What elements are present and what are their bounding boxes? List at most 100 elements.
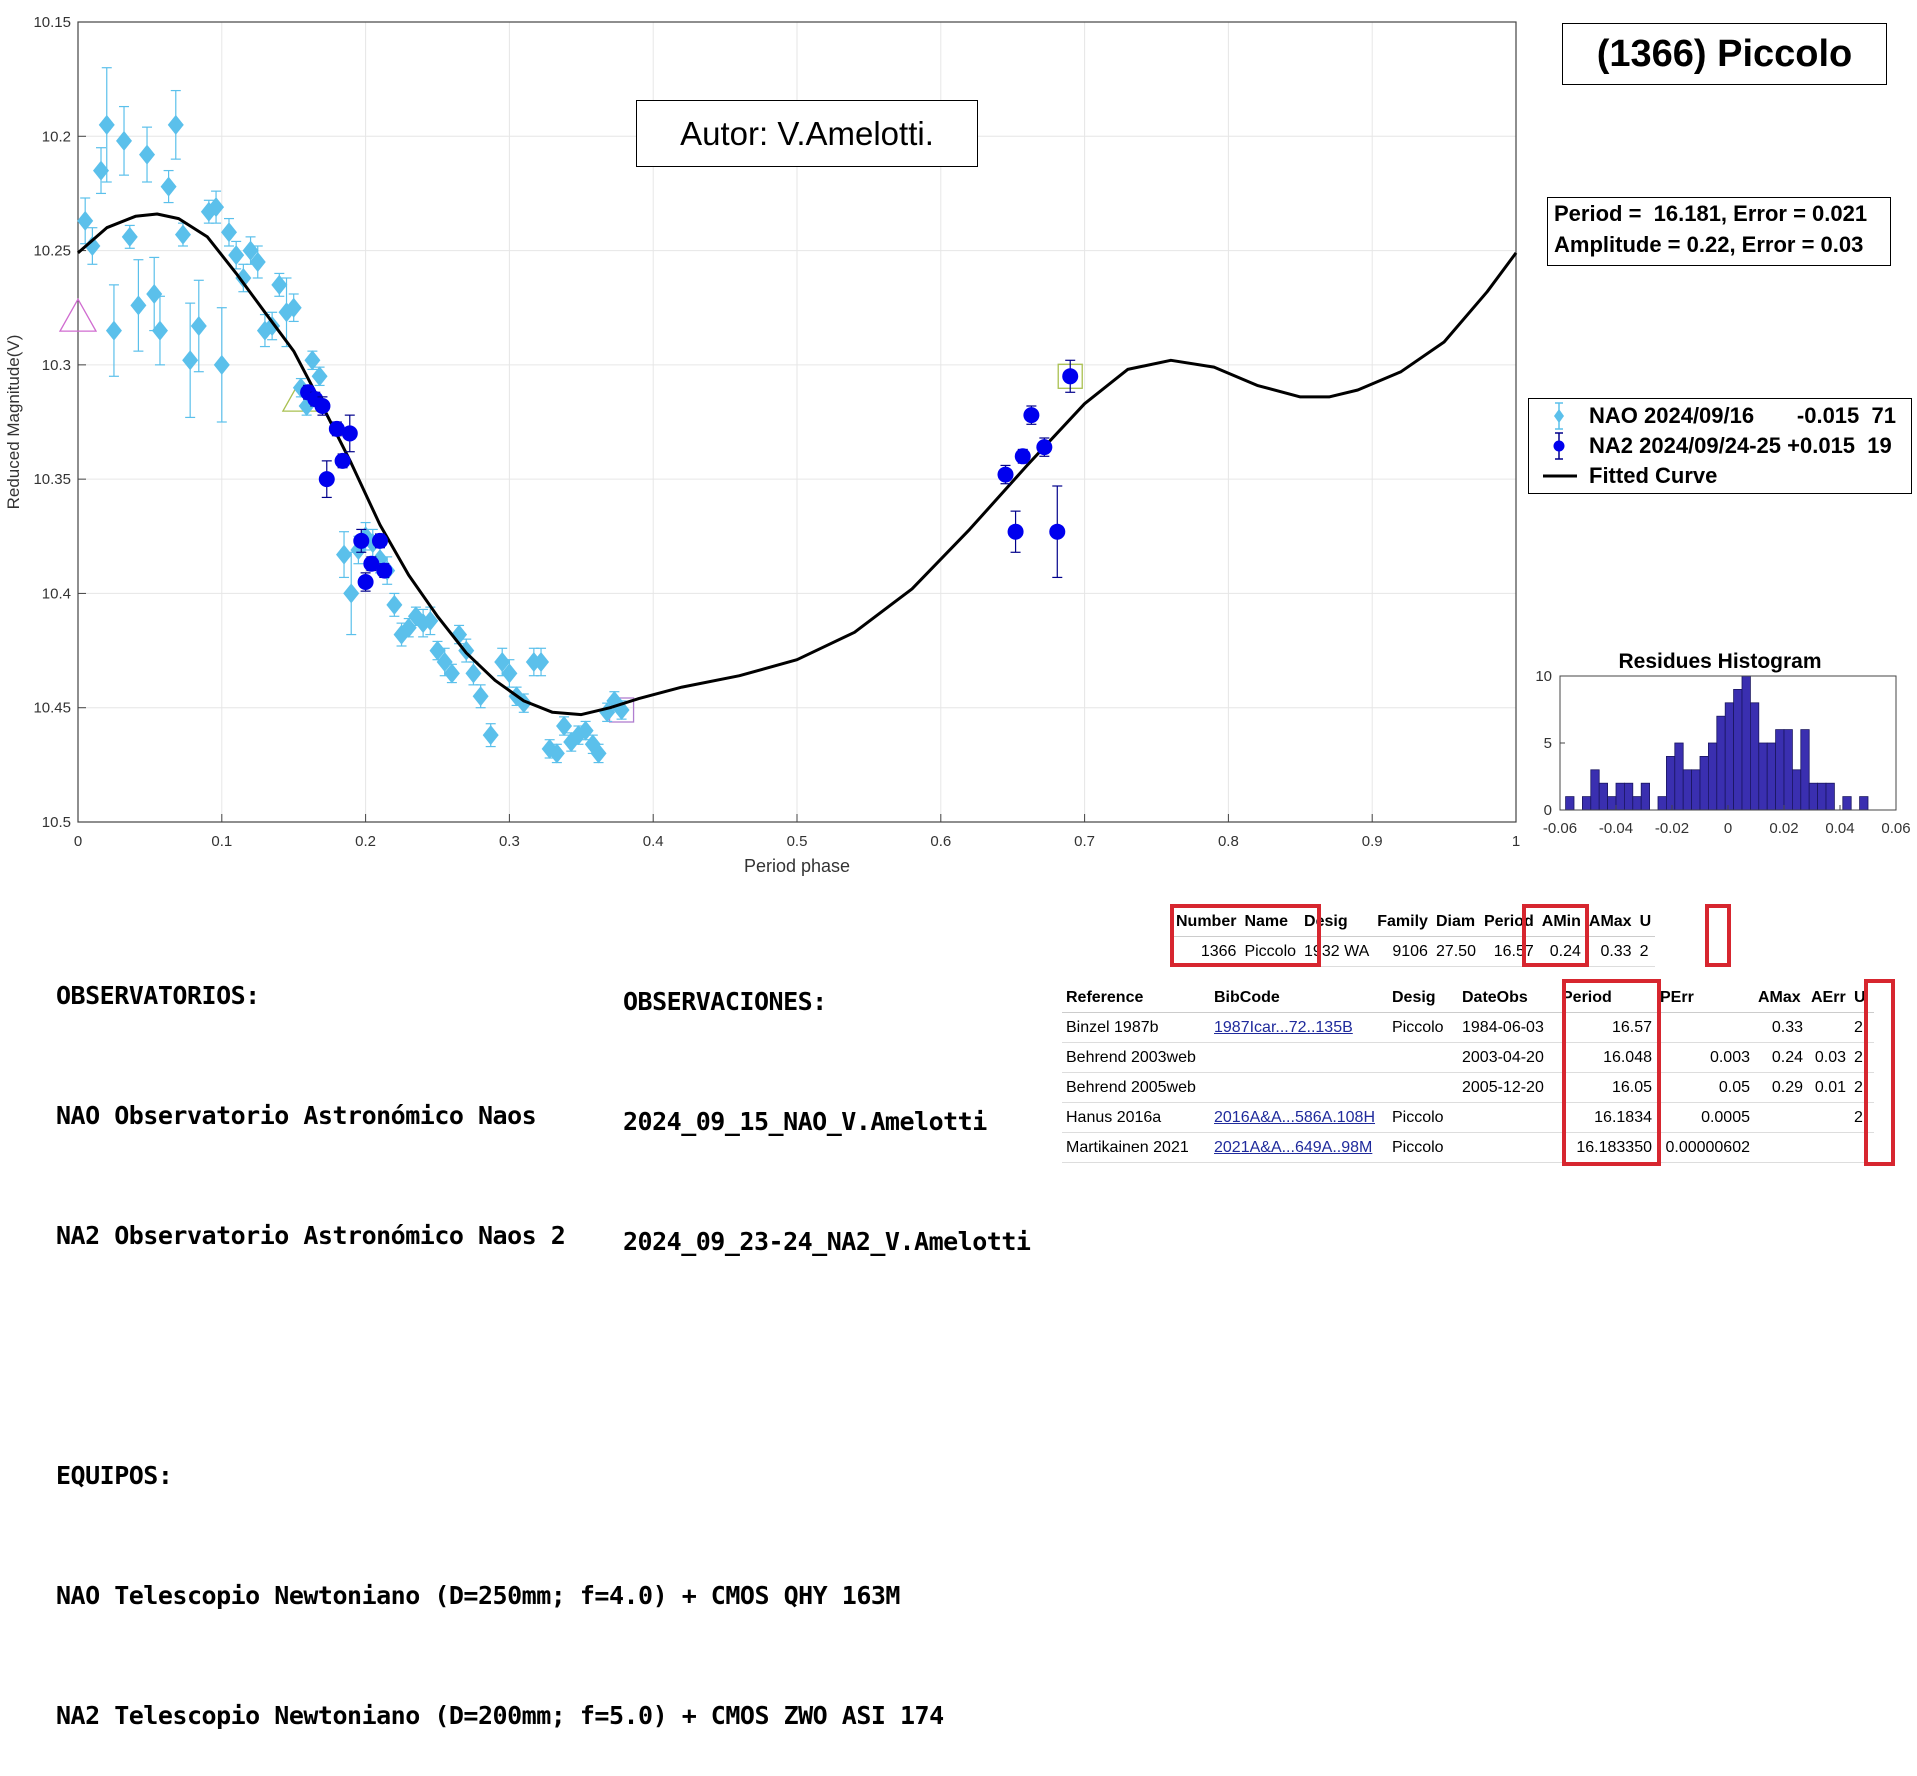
na2-point [1049, 523, 1066, 540]
na2-point [341, 425, 358, 442]
table-cell: 0.00000602 [1656, 1132, 1754, 1163]
nao-point [213, 354, 230, 375]
table-cell [1388, 1042, 1458, 1073]
nao-point [343, 583, 360, 604]
na2-point [314, 398, 331, 414]
legend-line-icon [1543, 474, 1577, 478]
histogram-bar [1682, 769, 1692, 811]
nao-point [130, 295, 147, 316]
legend-item-na2: NA2 2024/09/24-25 +0.015 19 [1589, 433, 1892, 458]
table-cell: 2 [1850, 1012, 1874, 1043]
nao-point [285, 297, 302, 318]
y-tick-label: 10.25 [33, 243, 71, 260]
bibcode-link [1210, 1072, 1388, 1103]
na2-point [353, 532, 370, 549]
col-period: Period [1479, 907, 1538, 937]
table-cell: 0.33 [1754, 1012, 1807, 1043]
summary-table: Number Name Desig Family Diam Period AMi… [1172, 907, 1656, 967]
histogram-bar [1783, 729, 1793, 811]
nao-point [151, 320, 168, 341]
table-cell [1754, 1132, 1807, 1163]
highlight-box [1170, 904, 1321, 967]
nao-point [174, 224, 191, 245]
observatories-heading: OBSERVATORIOS: [56, 981, 260, 1010]
nao-point [264, 316, 281, 336]
histogram-bar [1590, 769, 1600, 811]
table-cell: Behrend 2003web [1062, 1042, 1210, 1073]
table-cell: 0.0005 [1656, 1102, 1754, 1133]
nao-point [472, 686, 489, 707]
nao-point [105, 320, 122, 341]
x-tick-label: 1 [1512, 833, 1520, 850]
x-tick-label: 0.6 [930, 833, 951, 850]
nao-point [465, 663, 482, 684]
table-cell: Hanus 2016a [1062, 1102, 1210, 1133]
histogram-bar [1666, 756, 1676, 811]
table-cell [1458, 1102, 1558, 1133]
col-perr: PErr [1656, 983, 1754, 1013]
nao-point [182, 350, 199, 371]
hist-x-tick-label: -0.04 [1599, 820, 1633, 837]
bibcode-link [1210, 1042, 1388, 1073]
nao-point [249, 252, 266, 272]
table-cell: 0.24 [1754, 1042, 1807, 1073]
col-amax: AMax [1754, 983, 1807, 1013]
table-row: Binzel 1987b 1987Icar...72..135B Piccolo… [1062, 1012, 1874, 1043]
nao-point [98, 114, 115, 135]
nao-point [121, 226, 138, 247]
table-cell: 16.05 [1558, 1072, 1656, 1103]
nao-point [494, 652, 511, 672]
table-row: Hanus 2016a 2016A&A...586A.108H Piccolo … [1062, 1102, 1874, 1133]
table-cell [1807, 1102, 1850, 1133]
histogram-bar [1708, 742, 1718, 811]
table-cell: Piccolo [1240, 936, 1301, 967]
table-row: Martikainen 2021 2021A&A...649A..98M Pic… [1062, 1132, 1874, 1163]
histogram-bar [1640, 782, 1650, 811]
highlight-box [1562, 979, 1661, 1166]
table-cell: 16.57 [1558, 1012, 1656, 1043]
hist-x-tick-label: 0 [1724, 820, 1732, 837]
histogram-bar [1624, 782, 1634, 811]
na2-point [1036, 439, 1053, 456]
bibcode-link[interactable]: 2016A&A...586A.108H [1210, 1102, 1388, 1133]
table-cell: 2003-04-20 [1458, 1042, 1558, 1073]
highlight-box [1522, 904, 1589, 967]
nao-point [84, 236, 101, 256]
histogram-bar [1825, 782, 1835, 811]
x-axis-label: Period phase [744, 856, 850, 876]
y-axis-label: Reduced Magnitude(V) [4, 335, 23, 510]
col-period: Period [1558, 983, 1656, 1013]
histogram-bar [1724, 702, 1734, 811]
observation-line: 2024_09_23-24_NA2_V.Amelotti [623, 1227, 1031, 1256]
histogram-bar [1817, 782, 1827, 811]
reference-table: Reference BibCode Desig DateObs Period P… [1062, 983, 1874, 1163]
table-cell [1388, 1072, 1458, 1103]
nao-point [93, 160, 110, 181]
col-amax: AMax [1584, 907, 1636, 937]
nao-point [400, 617, 417, 638]
col-aerr: AErr [1807, 983, 1850, 1013]
observations-block: OBSERVACIONES: 2024_09_15_NAO_V.Amelotti… [623, 902, 1031, 1302]
na2-point [328, 420, 345, 437]
table-cell: 2 [1850, 1102, 1874, 1133]
histogram-bar [1859, 796, 1869, 811]
y-tick-label: 10.2 [42, 128, 71, 145]
table-cell: 2 [1850, 1072, 1874, 1103]
bibcode-link[interactable]: 2021A&A...649A..98M [1210, 1132, 1388, 1163]
nao-point [501, 663, 518, 684]
nao-point [220, 222, 237, 243]
na2-point [357, 574, 374, 590]
table-row: Behrend 2003web 2003-04-20 16.048 0.003 … [1062, 1042, 1874, 1073]
hist-y-tick-label: 10 [1535, 668, 1552, 685]
nao-point [482, 725, 499, 746]
nao-point [556, 716, 573, 736]
na2-point [376, 562, 393, 579]
col-dateobs: DateObs [1458, 983, 1558, 1013]
highlight-box [1705, 904, 1731, 967]
histogram-bar [1607, 796, 1617, 811]
col-u: U [1850, 983, 1874, 1013]
nao-point [548, 743, 565, 764]
bibcode-link[interactable]: 1987Icar...72..135B [1210, 1012, 1388, 1043]
x-tick-label: 0.5 [787, 833, 808, 850]
histogram-bar [1716, 715, 1726, 811]
